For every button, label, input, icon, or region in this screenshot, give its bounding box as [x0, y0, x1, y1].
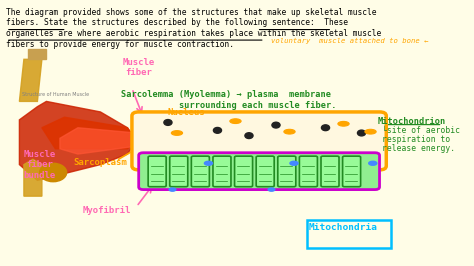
FancyBboxPatch shape [132, 112, 386, 170]
FancyBboxPatch shape [343, 156, 361, 187]
Polygon shape [42, 117, 137, 149]
Text: Sarcolemma (Myolemma) → plasma  membrane: Sarcolemma (Myolemma) → plasma membrane [121, 90, 331, 99]
FancyBboxPatch shape [278, 156, 296, 187]
Text: Structure of Human Muscle: Structure of Human Muscle [22, 92, 89, 97]
Ellipse shape [365, 129, 376, 134]
Text: fibers. State the structures described by the following sentence:  These: fibers. State the structures described b… [6, 19, 348, 27]
Ellipse shape [169, 188, 176, 191]
Ellipse shape [321, 125, 329, 131]
FancyBboxPatch shape [300, 156, 318, 187]
Ellipse shape [357, 130, 365, 136]
Ellipse shape [213, 127, 221, 133]
Ellipse shape [369, 161, 377, 165]
Polygon shape [19, 59, 42, 101]
Ellipse shape [204, 161, 212, 165]
Text: The diagram provided shows some of the structures that make up skeletal muscle: The diagram provided shows some of the s… [6, 8, 376, 17]
FancyBboxPatch shape [235, 156, 253, 187]
Ellipse shape [245, 133, 253, 139]
Text: surrounding each muscle fiber.: surrounding each muscle fiber. [179, 101, 337, 110]
FancyBboxPatch shape [148, 156, 166, 187]
Text: respiration to: respiration to [382, 135, 450, 144]
Polygon shape [24, 159, 42, 196]
Ellipse shape [171, 131, 182, 135]
Polygon shape [28, 49, 46, 59]
Text: Mitochondria: Mitochondria [309, 223, 378, 232]
Text: voluntary  muscle attached to bone ←: voluntary muscle attached to bone ← [272, 38, 429, 44]
Ellipse shape [164, 120, 172, 125]
FancyBboxPatch shape [191, 156, 210, 187]
Text: Muscle
fiber
bundle: Muscle fiber bundle [24, 150, 56, 180]
Text: Myofibril: Myofibril [83, 206, 131, 215]
Ellipse shape [40, 163, 67, 182]
Ellipse shape [338, 121, 349, 126]
Text: release energy.: release energy. [382, 144, 455, 153]
Ellipse shape [272, 122, 280, 128]
FancyBboxPatch shape [170, 156, 188, 187]
Text: organelles are where aerobic respiration takes place within the skeletal muscle: organelles are where aerobic respiration… [6, 29, 381, 38]
Text: └site of aerobic: └site of aerobic [382, 126, 460, 135]
FancyBboxPatch shape [256, 156, 274, 187]
Text: fibers to provide energy for muscle contraction.: fibers to provide energy for muscle cont… [6, 40, 234, 49]
Polygon shape [19, 101, 137, 180]
Polygon shape [60, 128, 137, 154]
FancyBboxPatch shape [139, 153, 380, 190]
Ellipse shape [284, 129, 295, 134]
Text: Mitochondrion: Mitochondrion [377, 117, 446, 126]
FancyBboxPatch shape [213, 156, 231, 187]
Text: Muscle
fiber: Muscle fiber [123, 58, 155, 77]
FancyBboxPatch shape [308, 220, 391, 247]
Text: Nucleus: Nucleus [167, 107, 205, 117]
FancyBboxPatch shape [321, 156, 339, 187]
Ellipse shape [268, 188, 275, 191]
Ellipse shape [230, 119, 241, 123]
Text: Sarcoplasm: Sarcoplasm [73, 157, 128, 167]
Ellipse shape [290, 161, 298, 165]
